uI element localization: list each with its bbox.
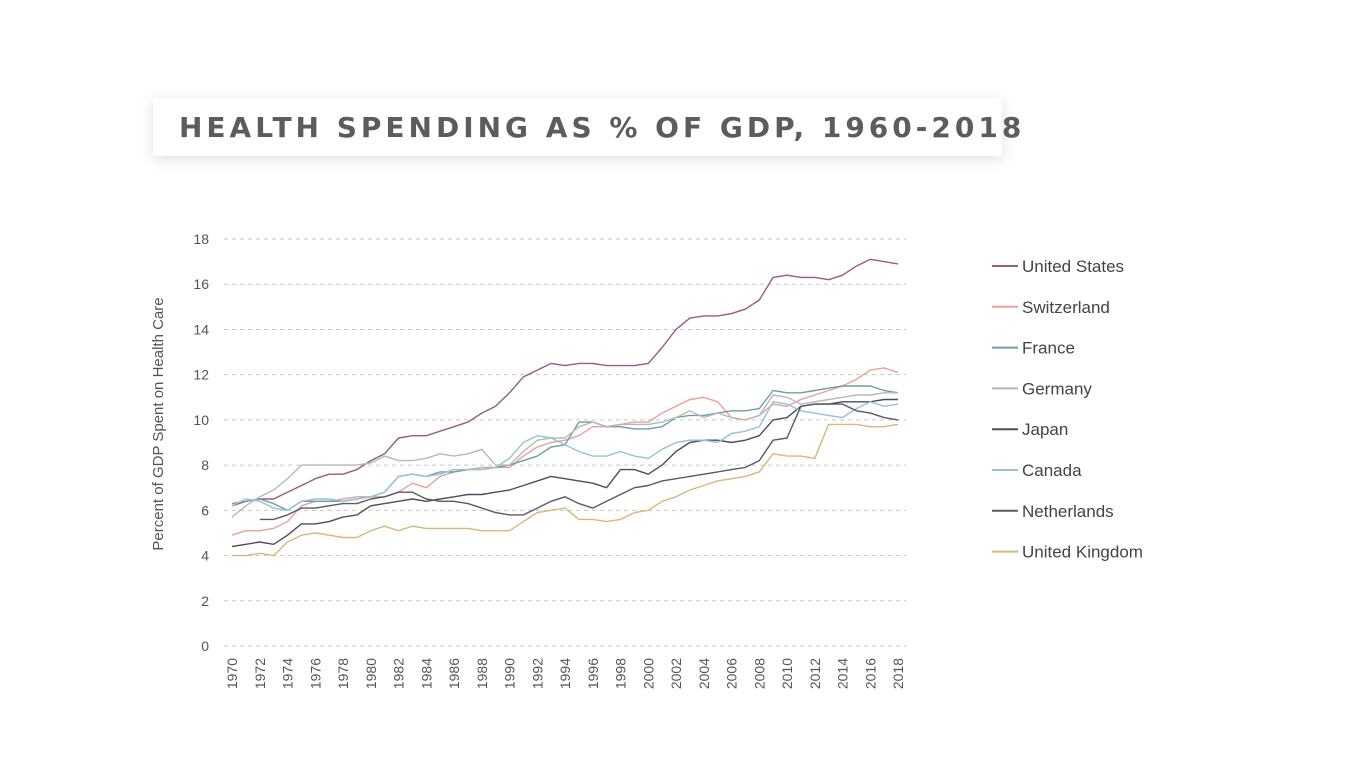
y-tick-label: 0: [201, 638, 209, 654]
y-tick-label: 16: [193, 276, 209, 292]
chart-title: HEALTH SPENDING AS % OF GDP, 1960-2018: [179, 110, 1026, 144]
x-tick-label: 1984: [418, 658, 434, 689]
legend-label: Netherlands: [1022, 502, 1114, 521]
chart-title-box: HEALTH SPENDING AS % OF GDP, 1960-2018: [153, 98, 1021, 156]
x-tick-label: 2010: [779, 658, 795, 689]
legend-label: France: [1022, 339, 1075, 358]
series-line-japan: [231, 398, 898, 548]
x-tick-label: 2008: [751, 658, 767, 689]
series-line-united-kingdom: [232, 423, 899, 557]
x-tick-label: 1996: [585, 658, 601, 689]
gridlines: [224, 238, 906, 647]
x-tick-label: 1992: [529, 658, 545, 689]
x-tick-label: 1990: [502, 658, 518, 689]
x-tick-label: 1976: [307, 658, 323, 689]
x-tick-label: 2006: [724, 658, 740, 689]
y-tick-label: 8: [201, 457, 209, 473]
x-tick-label: 1970: [224, 658, 240, 689]
series-lines: [231, 258, 899, 557]
legend-label: Germany: [1022, 379, 1092, 398]
y-tick-label: 6: [201, 502, 209, 518]
x-tick-label: 1994: [557, 658, 573, 689]
legend-label: United Kingdom: [1022, 543, 1143, 562]
legend-label: Japan: [1022, 420, 1068, 439]
x-tick-label: 2016: [862, 658, 878, 689]
y-axis-ticks: 0 2 4 6 8 10 12 14 16 18: [193, 231, 209, 654]
series-line-germany: [231, 392, 898, 518]
legend: United States Switzerland France Germany Jap…: [992, 257, 1143, 562]
y-tick-label: 2: [201, 593, 209, 609]
y-tick-label: 4: [201, 548, 209, 564]
y-tick-label: 14: [193, 321, 209, 337]
x-tick-label: 1988: [474, 658, 490, 689]
legend-label: Canada: [1022, 461, 1082, 480]
x-tick-label: 1972: [252, 658, 268, 689]
series-line-switzerland: [231, 367, 899, 536]
x-axis-ticks: 1970 1972 1974 1976 1978 1980 1982 1984 1986 1988…: [224, 658, 906, 689]
series-line-france: [231, 385, 899, 511]
x-tick-label: 2002: [668, 658, 684, 689]
x-tick-label: 1978: [335, 658, 351, 689]
series-line-netherlands: [259, 403, 899, 521]
x-tick-label: 1974: [280, 658, 296, 689]
legend-label: United States: [1022, 257, 1124, 276]
x-tick-label: 1998: [613, 658, 629, 689]
series-line-united-states: [231, 258, 899, 507]
x-tick-label: 2014: [835, 658, 851, 689]
x-tick-label: 2000: [640, 658, 656, 689]
y-tick-label: 10: [193, 412, 209, 428]
y-axis-title: Percent of GDP Spent on Health Care: [150, 297, 167, 550]
x-tick-label: 1986: [446, 658, 462, 689]
x-tick-label: 1980: [363, 658, 379, 689]
y-tick-label: 12: [193, 367, 209, 383]
x-tick-label: 1982: [391, 658, 407, 689]
legend-label: Switzerland: [1022, 298, 1110, 317]
x-tick-label: 2012: [807, 658, 823, 689]
y-tick-label: 18: [193, 231, 209, 247]
series-line-canada: [231, 401, 899, 511]
x-tick-label: 2004: [696, 658, 712, 689]
x-tick-label: 2018: [890, 658, 906, 689]
